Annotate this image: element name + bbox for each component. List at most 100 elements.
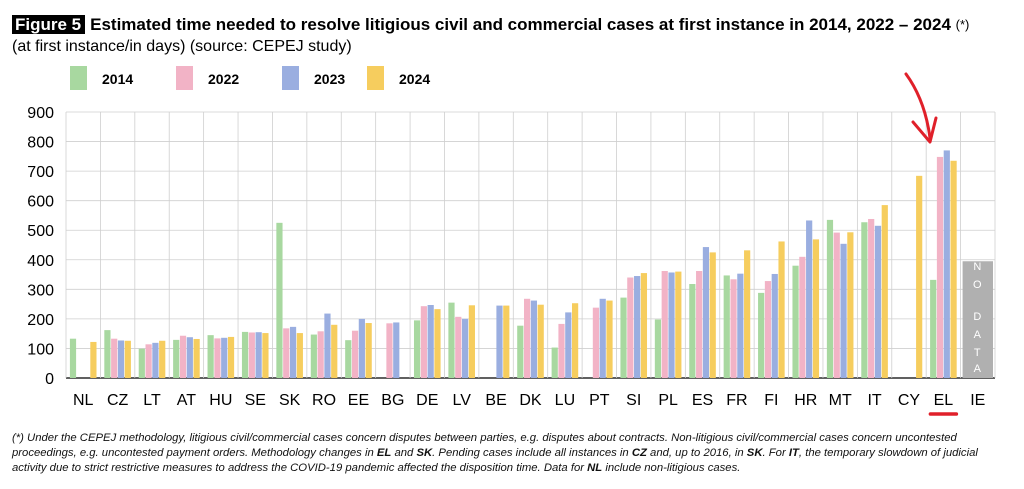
no-data-letter: T (974, 347, 982, 359)
x-tick-label: DK (519, 392, 542, 409)
x-tick-label: PT (589, 392, 610, 409)
bar-FI-2024 (778, 241, 785, 378)
bar-EL-2024 (950, 160, 957, 378)
bar-LV-2023 (461, 318, 469, 378)
x-tick-label: FI (764, 392, 778, 409)
bar-PT-2023 (599, 298, 606, 378)
bar-SI-2014 (620, 297, 627, 378)
bar-EE-2022 (351, 330, 359, 378)
highlight-arrow-shaft (904, 72, 932, 140)
x-tick-label: ES (692, 392, 713, 409)
y-tick-label: 0 (45, 371, 54, 388)
x-tick-label: CZ (107, 392, 129, 409)
bar-FI-2023 (771, 273, 778, 378)
bar-AT-2022 (179, 335, 187, 378)
footnote-text: . For (762, 447, 789, 459)
footnote-text: (*) Under the CEPEJ methodology, litigio… (12, 432, 957, 459)
legend-label: 2024 (399, 71, 430, 87)
bar-LV-2014 (448, 302, 455, 378)
bar-LU-2024 (572, 303, 579, 378)
x-tick-label: HU (209, 392, 232, 409)
x-tick-label: EL (934, 392, 954, 409)
bar-LT-2014 (138, 348, 145, 378)
bar-CZ-2022 (111, 338, 118, 378)
footnote-bold: SK (416, 447, 433, 459)
bar-NL-2024 (90, 341, 97, 378)
bar-FI-2014 (758, 292, 765, 378)
bar-SK-2022 (283, 328, 290, 378)
legend-swatch-2023 (282, 66, 299, 90)
bar-SI-2024 (640, 273, 648, 378)
title-note: (*) (955, 17, 970, 32)
bar-ES-2023 (702, 247, 710, 378)
legend-swatch-2014 (70, 66, 87, 90)
bar-PL-2014 (654, 319, 662, 378)
bar-FR-2014 (723, 275, 730, 378)
bar-SE-2014 (241, 331, 249, 378)
x-tick-label: FR (726, 392, 747, 409)
legend-swatch-2024 (367, 66, 384, 90)
legend-label: 2022 (208, 71, 239, 87)
bar-IT-2022 (868, 218, 875, 378)
title-text: Estimated time needed to resolve litigio… (90, 15, 951, 34)
bar-HU-2014 (207, 335, 214, 378)
x-tick-label: LT (143, 392, 161, 409)
x-tick-label: LV (452, 392, 471, 409)
y-tick-label: 400 (27, 253, 54, 270)
bar-HU-2023 (221, 337, 228, 378)
bar-HU-2022 (214, 338, 221, 378)
y-tick-label: 100 (27, 341, 54, 358)
bar-HR-2022 (799, 256, 806, 378)
bar-SI-2023 (634, 276, 641, 378)
bar-EE-2014 (345, 340, 352, 378)
bar-LV-2024 (468, 305, 475, 378)
footnote-text: , the temporary slowdown of judicial act… (12, 447, 978, 474)
bar-FR-2024 (744, 250, 751, 378)
bar-HR-2014 (792, 265, 799, 378)
bar-RO-2024 (331, 324, 338, 378)
x-tick-label: MT (829, 392, 852, 409)
no-data-letter: A (974, 329, 982, 341)
bar-BG-2023 (393, 322, 400, 378)
bar-CZ-2014 (104, 330, 111, 378)
legend-label: 2014 (102, 71, 133, 87)
bar-BE-2023 (496, 305, 503, 378)
y-tick-label: 300 (27, 282, 54, 299)
bar-EE-2023 (358, 318, 365, 378)
bar-chart: 0 100 200 300 400 500 600 700 800 900 NL CZ LT AT HU SE… (27, 66, 996, 416)
bar-BG-2022 (386, 323, 393, 378)
bar-DK-2022 (524, 298, 531, 378)
x-tick-label: IE (970, 392, 985, 409)
bar-SK-2014 (276, 222, 283, 378)
x-tick-label: SK (279, 392, 301, 409)
bar-DK-2014 (517, 325, 524, 378)
bar-NL-2014 (69, 338, 77, 378)
bar-FR-2022 (730, 279, 737, 378)
y-tick-label: 900 (27, 105, 54, 122)
footnote: (*) Under the CEPEJ methodology, litigio… (12, 431, 1012, 476)
bar-IT-2023 (874, 225, 882, 378)
y-tick-label: 600 (27, 194, 54, 211)
x-tick-label: DE (416, 392, 438, 409)
bar-LU-2022 (558, 323, 565, 378)
footnote-bold: CZ (631, 447, 647, 459)
footnote-bold: SK (746, 447, 763, 459)
x-tick-label: BG (381, 392, 404, 409)
highlight-arrow-head (911, 116, 938, 144)
bar-HR-2024 (812, 239, 820, 378)
bar-DE-2014 (413, 320, 421, 378)
bar-RO-2014 (310, 334, 317, 378)
y-tick-label: 500 (27, 223, 54, 240)
bar-SI-2022 (627, 277, 634, 378)
bar-EL-2014 (930, 279, 937, 378)
x-tick-label: AT (177, 392, 196, 409)
bar-SE-2022 (248, 332, 255, 378)
x-tick-label: SI (626, 392, 641, 409)
bar-AT-2023 (186, 337, 193, 378)
bar-SK-2023 (289, 326, 297, 378)
no-data-letter: N (973, 261, 982, 273)
bar-IT-2014 (861, 222, 868, 378)
bar-SK-2024 (296, 333, 303, 378)
footnote-text: . Pending cases include all instances in (432, 447, 632, 459)
bar-LT-2022 (145, 344, 152, 378)
